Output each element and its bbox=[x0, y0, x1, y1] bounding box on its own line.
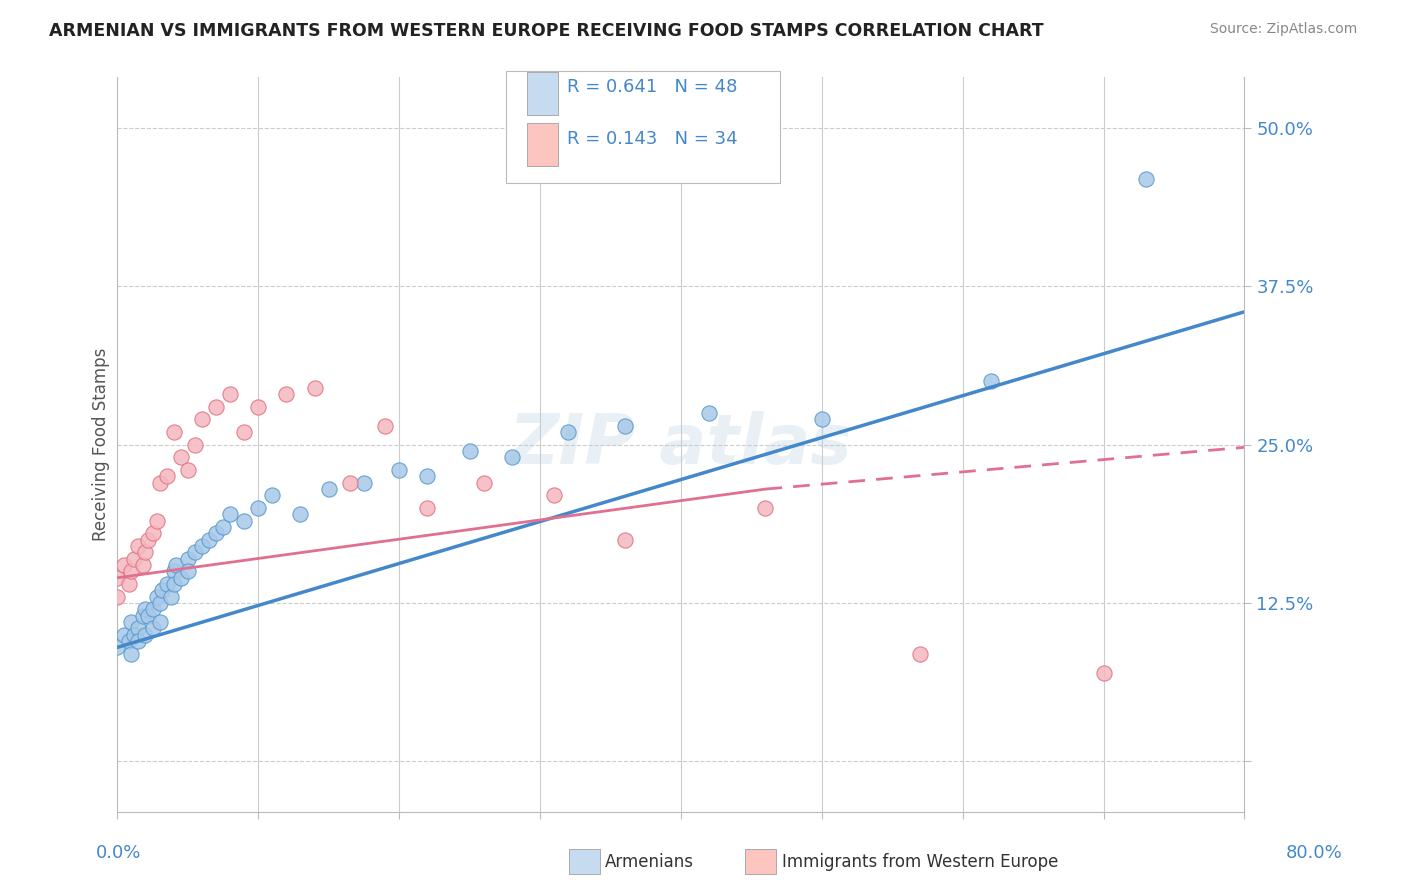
Point bbox=[198, 533, 221, 547]
Point bbox=[697, 406, 720, 420]
Point bbox=[233, 425, 256, 439]
Text: 80.0%: 80.0% bbox=[1286, 844, 1343, 862]
Text: 0.0%: 0.0% bbox=[96, 844, 141, 862]
Point bbox=[318, 482, 340, 496]
Point bbox=[105, 590, 128, 604]
Point bbox=[247, 400, 270, 414]
Point bbox=[910, 647, 932, 661]
Point bbox=[219, 508, 242, 522]
Point bbox=[136, 608, 159, 623]
Point bbox=[156, 469, 179, 483]
Point bbox=[1135, 171, 1157, 186]
Point bbox=[184, 438, 207, 452]
Point bbox=[141, 622, 163, 636]
Point bbox=[262, 488, 284, 502]
Point bbox=[120, 565, 142, 579]
Point bbox=[141, 602, 163, 616]
Point bbox=[233, 514, 256, 528]
Text: R = 0.641   N = 48: R = 0.641 N = 48 bbox=[567, 78, 737, 96]
Point bbox=[105, 640, 128, 655]
Point bbox=[613, 418, 636, 433]
Point bbox=[131, 608, 153, 623]
Point bbox=[122, 551, 145, 566]
Point bbox=[980, 375, 1002, 389]
Point bbox=[353, 475, 375, 490]
Point bbox=[117, 577, 139, 591]
Text: Source: ZipAtlas.com: Source: ZipAtlas.com bbox=[1209, 22, 1357, 37]
Point bbox=[148, 475, 170, 490]
Point bbox=[163, 577, 186, 591]
Text: ZIP atlas: ZIP atlas bbox=[509, 411, 853, 478]
Point bbox=[131, 558, 153, 573]
Point bbox=[557, 425, 579, 439]
Point bbox=[150, 583, 173, 598]
Point bbox=[170, 450, 193, 465]
Point bbox=[156, 577, 179, 591]
Point bbox=[112, 558, 135, 573]
Point bbox=[177, 565, 200, 579]
Point bbox=[205, 400, 228, 414]
Point bbox=[543, 488, 565, 502]
Point bbox=[117, 634, 139, 648]
Point bbox=[105, 571, 128, 585]
Point bbox=[613, 533, 636, 547]
Point bbox=[177, 551, 200, 566]
Point bbox=[191, 412, 214, 426]
Point bbox=[120, 615, 142, 629]
Text: Armenians: Armenians bbox=[605, 853, 693, 871]
Point bbox=[374, 418, 396, 433]
Text: ARMENIAN VS IMMIGRANTS FROM WESTERN EUROPE RECEIVING FOOD STAMPS CORRELATION CHA: ARMENIAN VS IMMIGRANTS FROM WESTERN EURO… bbox=[49, 22, 1043, 40]
Point bbox=[127, 634, 149, 648]
Point bbox=[247, 501, 270, 516]
Point bbox=[212, 520, 235, 534]
Point bbox=[810, 412, 832, 426]
Text: Immigrants from Western Europe: Immigrants from Western Europe bbox=[782, 853, 1059, 871]
Point bbox=[136, 533, 159, 547]
Point bbox=[458, 444, 481, 458]
Point bbox=[134, 602, 156, 616]
Point bbox=[290, 508, 312, 522]
Point bbox=[163, 565, 186, 579]
Point bbox=[472, 475, 495, 490]
Point bbox=[160, 590, 183, 604]
Point bbox=[127, 622, 149, 636]
Point bbox=[134, 628, 156, 642]
Y-axis label: Receiving Food Stamps: Receiving Food Stamps bbox=[93, 348, 110, 541]
Point bbox=[276, 387, 298, 401]
Point bbox=[134, 545, 156, 559]
Point bbox=[416, 501, 439, 516]
Point bbox=[205, 526, 228, 541]
Point bbox=[163, 425, 186, 439]
Point bbox=[120, 647, 142, 661]
Point bbox=[145, 514, 167, 528]
Point bbox=[416, 469, 439, 483]
Point bbox=[166, 558, 188, 573]
Text: R = 0.143   N = 34: R = 0.143 N = 34 bbox=[567, 129, 737, 148]
Point bbox=[219, 387, 242, 401]
Point bbox=[184, 545, 207, 559]
Point bbox=[170, 571, 193, 585]
Point bbox=[1092, 665, 1115, 680]
Point bbox=[148, 596, 170, 610]
Point bbox=[388, 463, 411, 477]
Point bbox=[122, 628, 145, 642]
Point bbox=[304, 381, 326, 395]
Point bbox=[339, 475, 361, 490]
Point bbox=[191, 539, 214, 553]
Point bbox=[127, 539, 149, 553]
Point bbox=[501, 450, 523, 465]
Point bbox=[145, 590, 167, 604]
Point bbox=[112, 628, 135, 642]
Point bbox=[177, 463, 200, 477]
Point bbox=[141, 526, 163, 541]
Point bbox=[754, 501, 776, 516]
Point bbox=[148, 615, 170, 629]
